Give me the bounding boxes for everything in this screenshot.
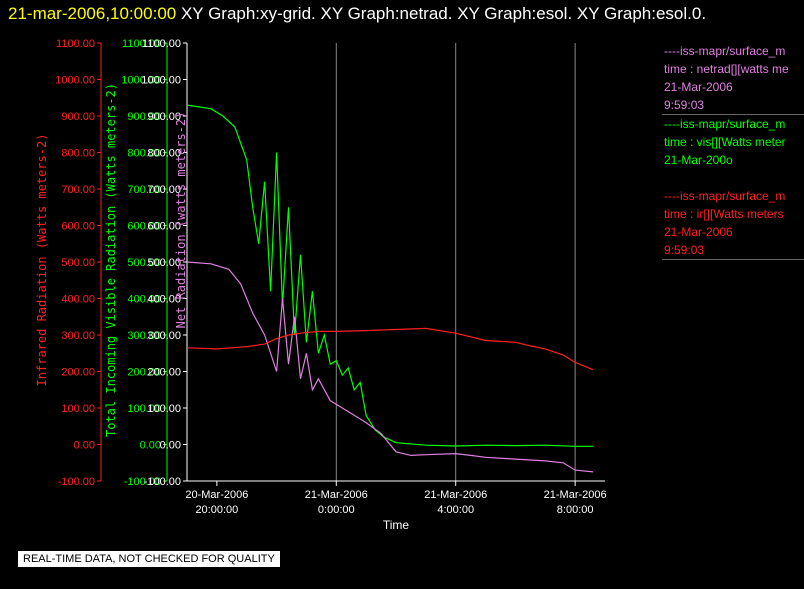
x-tick-label: 20:00:00 xyxy=(195,504,238,516)
legend-vis-source: ----iss-mapr/surface_m xyxy=(664,117,786,131)
y-axis-1-tick-label: 700.00 xyxy=(127,184,161,196)
x-tick-label: 8:00:00 xyxy=(557,504,594,516)
legend-divider xyxy=(662,114,804,115)
series-line-ir xyxy=(186,327,594,371)
y-axis-0-tick-label: 700.00 xyxy=(61,184,95,196)
legend-entry-netrad: ----iss-mapr/surface_m time : netrad[][w… xyxy=(664,42,789,114)
legend-ir-time: 9:59:03 xyxy=(664,243,705,257)
x-tick-label: 4:00:00 xyxy=(437,504,474,516)
legend-divider xyxy=(662,259,804,260)
x-tick-label: 20-Mar-2006 xyxy=(185,489,248,501)
y-axis-1-title: Total Incoming Visible Radiation (Watts … xyxy=(104,83,118,437)
y-axis-2-tick-label: 700.00 xyxy=(147,184,181,196)
x-axis-title: Time xyxy=(383,518,410,532)
legend-vis-variable: time : vis[][Watts meter xyxy=(664,135,786,149)
y-axis-2-tick-label: 900.00 xyxy=(147,111,181,123)
legend-entry-ir: ----iss-mapr/surface_m time : ir[][Watts… xyxy=(664,187,785,259)
y-axis-2-tick-label: 200.00 xyxy=(147,367,181,379)
x-tick-label: 21-Mar-2006 xyxy=(424,489,487,501)
legend-ir-date: 21-Mar-2006 xyxy=(664,225,733,239)
legend-netrad-variable: time : netrad[][watts me xyxy=(664,62,789,76)
legend-netrad-time: 9:59:03 xyxy=(664,98,705,112)
y-axis-1-tick-label: 800.00 xyxy=(127,148,161,160)
y-axis-0-tick-label: 1000.00 xyxy=(55,75,95,87)
y-axis-0-tick-label: 100.00 xyxy=(61,403,95,415)
quality-disclaimer: REAL-TIME DATA, NOT CHECKED FOR QUALITY xyxy=(18,551,280,567)
y-axis-1-tick-label: 400.00 xyxy=(127,294,161,306)
y-axis-0-tick-label: 500.00 xyxy=(61,257,95,269)
title-graph-list: XY Graph:xy-grid. XY Graph:netrad. XY Gr… xyxy=(180,4,707,23)
y-axis-2-tick-label: 500.00 xyxy=(147,257,181,269)
y-axis-2-tick-label: 1100.00 xyxy=(142,38,181,50)
y-axis-1-tick-label: 1100.00 xyxy=(122,38,161,50)
y-axis-1-tick-label: 200.00 xyxy=(127,367,161,379)
y-axis-2-tick-label: 100.00 xyxy=(147,403,181,415)
series-line-netrad xyxy=(186,261,594,473)
y-axis-2-title: Net Radiation (watts meters-2) xyxy=(174,112,188,329)
x-tick-label: 21-Mar-2006 xyxy=(305,489,368,501)
y-axis-0-tick-label: 800.00 xyxy=(61,148,95,160)
legend-ir-source: ----iss-mapr/surface_m xyxy=(664,189,786,203)
title-timestamp: 21-mar-2006,10:00:00 xyxy=(8,4,177,23)
y-axis-2-tick-label: 1000.00 xyxy=(141,75,181,87)
legend-vis-date: 21-Mar-200o xyxy=(664,153,733,167)
y-axis-0-tick-label: 600.00 xyxy=(61,221,95,233)
x-tick-label: 0:00:00 xyxy=(318,504,355,516)
legend-ir-variable: time : ir[][Watts meters xyxy=(664,207,784,221)
legend-netrad-source: ----iss-mapr/surface_m xyxy=(664,44,786,58)
y-axis-0-tick-label: -100.00 xyxy=(58,476,95,488)
x-tick-label: 21-Mar-2006 xyxy=(544,489,607,501)
y-axis-2-tick-label: 400.00 xyxy=(147,294,181,306)
y-axis-0-tick-label: 300.00 xyxy=(61,330,95,342)
y-axis-1-tick-label: -100.00 xyxy=(124,476,161,488)
y-axis-1-tick-label: 0.00 xyxy=(140,440,161,452)
y-axis-0-tick-label: 200.00 xyxy=(61,367,95,379)
y-axis-1-tick-label: 600.00 xyxy=(127,221,161,233)
y-axis-2-tick-label: -100.00 xyxy=(144,476,181,488)
y-axis-1-tick-label: 500.00 xyxy=(127,257,161,269)
y-axis-1-tick-label: 300.00 xyxy=(127,330,161,342)
y-axis-0-title: Infrared Radiation (Watts meters-2) xyxy=(35,134,49,387)
legend-netrad-date: 21-Mar-2006 xyxy=(664,80,733,94)
y-axis-2-tick-label: 300.00 xyxy=(147,330,181,342)
y-axis-0-tick-label: 900.00 xyxy=(61,111,95,123)
y-axis-2-tick-label: 600.00 xyxy=(147,221,181,233)
title-bar: 21-mar-2006,10:00:00 XY Graph:xy-grid. X… xyxy=(8,4,706,24)
y-axis-0-tick-label: 0.00 xyxy=(74,440,95,452)
y-axis-0-tick-label: 400.00 xyxy=(61,294,95,306)
y-axis-2-tick-label: 0.00 xyxy=(160,440,181,452)
series-line-vis xyxy=(186,104,594,447)
y-axis-1-tick-label: 1000.00 xyxy=(121,75,161,87)
y-axis-0-tick-label: 1100.00 xyxy=(56,38,95,50)
y-axis-2-tick-label: 800.00 xyxy=(147,148,181,160)
legend-entry-vis: ----iss-mapr/surface_m time : vis[][Watt… xyxy=(664,115,786,169)
y-axis-1-tick-label: 100.00 xyxy=(127,403,161,415)
y-axis-1-tick-label: 900.00 xyxy=(127,111,161,123)
